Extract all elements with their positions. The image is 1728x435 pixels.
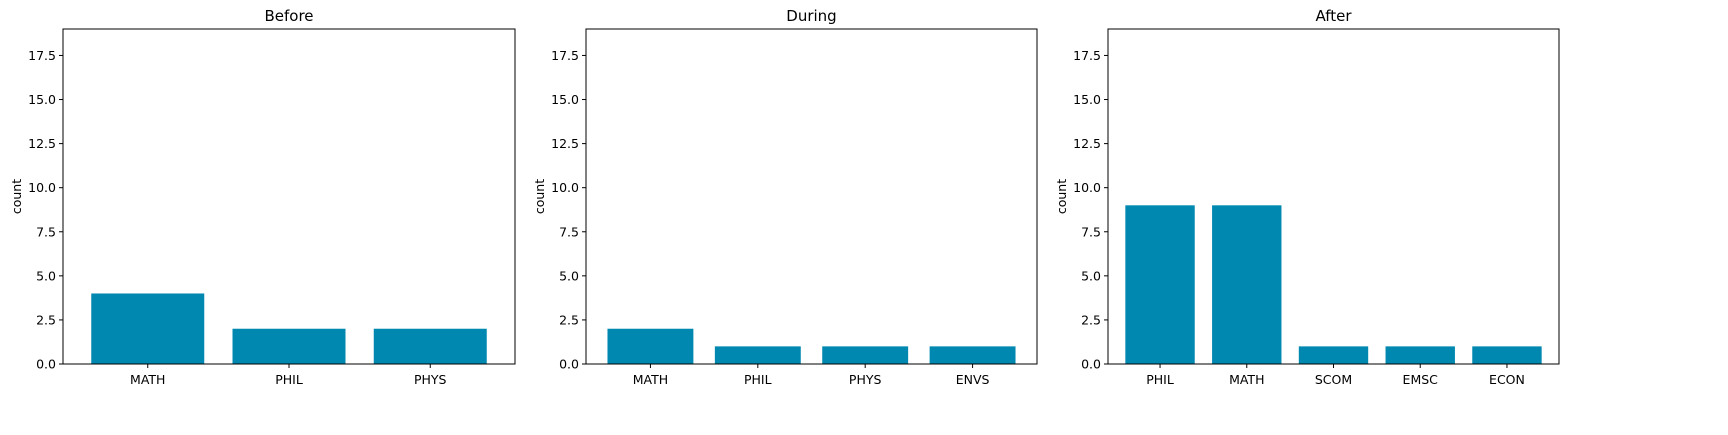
bar-econ [1472,346,1542,364]
chart-title: After [1315,7,1352,25]
x-tick-label: PHYS [414,372,447,387]
y-tick-label: 5.0 [1081,268,1101,283]
y-tick-label: 17.5 [551,48,579,63]
bar-envs [929,346,1016,364]
axes-frame [585,28,1038,365]
y-tick-label: 10.0 [28,180,56,195]
y-tick-label: 5.0 [559,268,579,283]
y-tick-label: 2.5 [36,312,56,327]
x-tick-label: MATH [130,372,165,387]
y-tick-label: 7.5 [1081,224,1101,239]
y-tick-label: 12.5 [1073,136,1101,151]
x-tick-label: PHIL [744,372,772,387]
chart-title: During [786,7,836,25]
y-tick-label: 15.0 [28,92,56,107]
bar-emsc [1385,346,1455,364]
y-axis-label: count [532,179,547,214]
bar-scom [1298,346,1369,364]
y-tick-label: 15.0 [1073,92,1101,107]
y-tick-label: 0.0 [559,357,579,372]
bar-phil [232,328,346,364]
x-tick-label: EMSC [1403,372,1439,387]
chart-panel-before: Before count 0.0 2.5 5.0 7.5 10.0 12.5 15.0 17.… [9,7,516,387]
y-tick-label: 12.5 [28,136,56,151]
bar-phys [373,328,487,364]
y-tick-label: 0.0 [1081,357,1101,372]
x-tick-label: PHIL [275,372,303,387]
y-axis-label: count [9,179,24,214]
chart-panel-during: During count 0.0 2.5 5.0 7.5 10.0 12.5 15.0 17.… [532,7,1038,387]
y-tick-label: 17.5 [1073,48,1101,63]
x-tick-label: PHIL [1146,372,1174,387]
y-tick-label: 0.0 [36,357,56,372]
x-tick-label: PHYS [849,372,882,387]
bar-math [1212,205,1282,364]
y-axis-label: count [1054,179,1069,214]
bar-phil [1125,205,1195,364]
bar-phys [822,346,909,364]
y-tick-label: 7.5 [36,224,56,239]
y-tick-label: 2.5 [559,312,579,327]
x-tick-label: MATH [633,372,668,387]
y-tick-label: 12.5 [551,136,579,151]
y-tick-label: 17.5 [28,48,56,63]
chart-title: Before [264,7,313,25]
y-tick-label: 10.0 [551,180,579,195]
y-tick-label: 2.5 [1081,312,1101,327]
y-tick-label: 15.0 [551,92,579,107]
y-tick-label: 7.5 [559,224,579,239]
bar-phil [714,346,801,364]
x-tick-label: SCOM [1315,372,1352,387]
y-tick-label: 5.0 [36,268,56,283]
bar-math [607,328,694,364]
x-tick-label: ENVS [956,372,990,387]
x-tick-label: ECON [1489,372,1525,387]
x-tick-label: MATH [1229,372,1264,387]
y-tick-label: 10.0 [1073,180,1101,195]
bar-math [91,293,205,364]
chart-panel-after: After count 0.0 2.5 5.0 7.5 10.0 12.5 15.0 17.5… [1054,7,1560,387]
